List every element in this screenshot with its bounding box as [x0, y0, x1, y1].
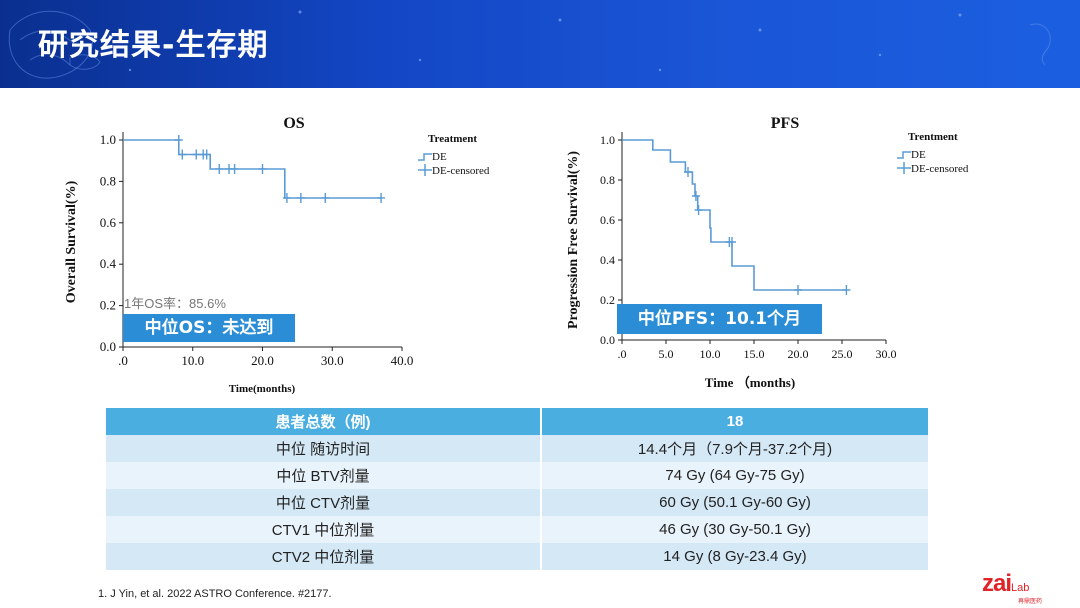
pfs-censor-mark: [728, 237, 736, 247]
os-legend-de: DE: [432, 151, 447, 163]
pfs-legend-censored-swatch: [897, 162, 911, 174]
table-cell-value: 60 Gy (50.1 Gy-60 Gy): [541, 489, 928, 516]
os-legend-title: Treatment: [428, 133, 477, 145]
os-y-tick-label: 0.6: [100, 215, 117, 230]
pfs-y-tick-label: 0.0: [600, 333, 615, 347]
os-x-tick-label: 30.0: [321, 353, 344, 368]
table-row: CTV1 中位剂量 46 Gy (30 Gy-50.1 Gy): [106, 516, 928, 543]
header-banner: 研究结果-生存期: [0, 0, 1080, 88]
pfs-y-tick-label: 1.0: [600, 133, 615, 147]
logo-main-text: zaiLab: [982, 570, 1030, 597]
os-censor-mark: [321, 192, 330, 203]
pfs-censor-mark: [694, 205, 703, 215]
pfs-censor-mark: [684, 167, 692, 177]
pfs-y-axis-label: Progression Free Survival(%): [566, 151, 581, 329]
os-plot: [123, 135, 386, 203]
logo-sub-text: 再鼎医药: [1018, 599, 1043, 605]
table-cell-value: 14 Gy (8 Gy-23.4 Gy): [541, 543, 928, 570]
os-y-tick-label: 0.4: [100, 256, 117, 271]
zailab-logo: zaiLab 再鼎医药: [982, 570, 1062, 605]
pfs-legend-de: DE: [911, 149, 926, 161]
pfs-y-tick-label: 0.8: [600, 173, 615, 187]
table-cell-label: CTV1 中位剂量: [106, 516, 542, 543]
pfs-y-tick-label: 0.2: [600, 293, 615, 307]
os-y-tick-label: 0.8: [100, 173, 116, 188]
os-censor-mark: [192, 149, 201, 160]
pfs-y-tick-label: 0.6: [600, 213, 615, 227]
os-x-axis-label: Time(months): [229, 383, 296, 395]
os-censor-mark: [258, 163, 267, 174]
os-censor-mark: [178, 149, 187, 160]
table-cell-label: CTV2 中位剂量: [106, 543, 542, 570]
reference-footnote: 1. J Yin, et al. 2022 ASTRO Conference. …: [98, 588, 332, 600]
pfs-x-tick-label: 20.0: [788, 347, 809, 361]
os-median-badge: 中位OS：未达到: [123, 314, 295, 342]
pfs-censor-mark: [794, 285, 802, 295]
table-row: 中位 BTV剂量 74 Gy (64 Gy-75 Gy): [106, 462, 928, 489]
table-header-row: 患者总数（例) 18: [106, 408, 928, 435]
os-x-tick-label: 10.0: [181, 353, 204, 368]
os-rate-label: 1年OS率：85.6%: [124, 296, 226, 311]
os-censor-mark: [215, 163, 224, 174]
pfs-median-badge: 中位PFS：10.1个月: [617, 304, 822, 334]
table-cell-value: 74 Gy (64 Gy-75 Gy): [541, 462, 928, 489]
header-decoration: [8, 10, 1051, 79]
table-row: CTV2 中位剂量 14 Gy (8 Gy-23.4 Gy): [106, 543, 928, 570]
os-ticks: 1.0 0.8 0.6 0.4 0.2 0.0.0 10.0 20.0 30.0 40.0: [100, 132, 414, 368]
os-x-tick-label: 40.0: [391, 353, 414, 368]
os-chart-title: OS: [283, 115, 304, 132]
pfs-x-tick-label: 15.0: [744, 347, 765, 361]
table-cell-label: 中位 CTV剂量: [106, 489, 542, 516]
os-censor-mark: [377, 192, 386, 203]
os-x-tick-label: 20.0: [251, 353, 274, 368]
pfs-x-tick-label: 5.0: [659, 347, 674, 361]
table-row: 中位 随访时间 14.4个月（7.9个月-37.2个月): [106, 435, 928, 462]
table-cell-label: 中位 随访时间: [106, 435, 542, 462]
pfs-censor-mark: [842, 285, 851, 295]
pfs-plot: [622, 139, 851, 295]
pfs-legend-censored: DE-censored: [911, 163, 969, 175]
table-cell-value: 14.4个月（7.9个月-37.2个月): [541, 435, 928, 462]
pfs-x-tick-label: 30.0: [876, 347, 897, 361]
os-x-tick-label: .0: [118, 353, 128, 368]
os-censor-mark: [230, 163, 239, 174]
table-row: 中位 CTV剂量 60 Gy (50.1 Gy-60 Gy): [106, 489, 928, 516]
table-header-label: 患者总数（例): [106, 408, 542, 435]
os-legend-censored: DE-censored: [432, 165, 490, 177]
os-y-tick-label: 0.0: [100, 339, 116, 354]
os-censor-mark: [296, 192, 305, 203]
pfs-y-tick-label: 0.4: [600, 253, 615, 267]
os-y-axis-label: Overall Survival(%): [64, 180, 79, 303]
table-header-value: 18: [541, 408, 928, 435]
os-censor-mark: [202, 149, 211, 160]
pfs-survival-line: [622, 139, 847, 291]
os-y-tick-label: 1.0: [100, 132, 116, 147]
os-legend-censored-swatch: [418, 164, 432, 176]
page-title: 研究结果-生存期: [38, 28, 269, 63]
os-legend-de-swatch: [418, 153, 432, 161]
pfs-ticks: 1.0 0.8 0.6 0.4 0.2 0.0.0 5.0 10.0 15.0 20.0 25.0 3…: [600, 133, 897, 361]
os-censor-mark: [174, 135, 183, 145]
pfs-x-axis-label: Time （months): [705, 375, 795, 390]
patient-info-table: 患者总数（例) 18 中位 随访时间 14.4个月（7.9个月-37.2个月) …: [106, 408, 928, 570]
os-y-tick-label: 0.2: [100, 298, 116, 313]
pfs-x-tick-label: .0: [618, 347, 627, 361]
pfs-x-tick-label: 10.0: [700, 347, 721, 361]
pfs-chart-title: PFS: [771, 115, 800, 132]
table-cell-value: 46 Gy (30 Gy-50.1 Gy): [541, 516, 928, 543]
pfs-legend-title: Trentment: [908, 131, 958, 143]
pfs-censor-mark: [691, 191, 700, 201]
pfs-chart: PFS Progression Free Survival(%) Time （m…: [566, 115, 969, 390]
os-censor-mark: [282, 192, 291, 203]
os-chart: OS Overall Survival(%) Time(months) Trea…: [64, 115, 490, 395]
pfs-legend-de-swatch: [897, 151, 911, 159]
table-cell-label: 中位 BTV剂量: [106, 462, 542, 489]
pfs-x-tick-label: 25.0: [832, 347, 853, 361]
os-survival-line: [123, 139, 382, 199]
